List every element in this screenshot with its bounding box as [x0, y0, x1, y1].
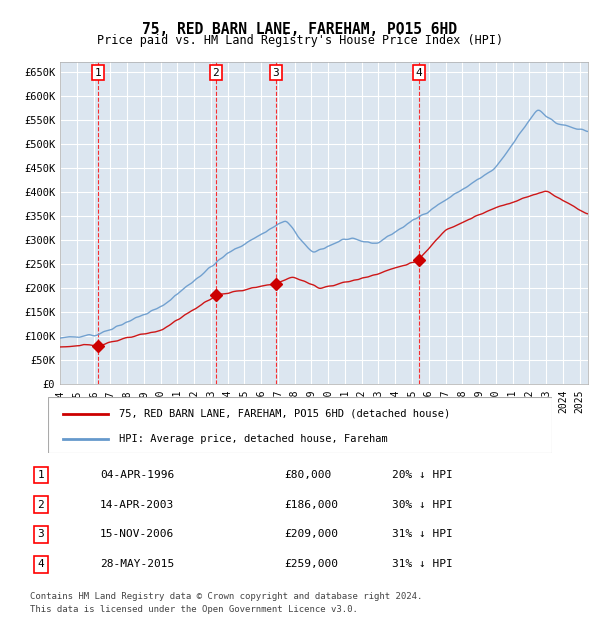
Text: 31% ↓ HPI: 31% ↓ HPI [392, 559, 452, 569]
Text: 3: 3 [272, 68, 279, 78]
Text: 2: 2 [212, 68, 219, 78]
Text: £80,000: £80,000 [284, 470, 331, 480]
Text: 2: 2 [37, 500, 44, 510]
Text: 4: 4 [415, 68, 422, 78]
Text: 75, RED BARN LANE, FAREHAM, PO15 6HD: 75, RED BARN LANE, FAREHAM, PO15 6HD [143, 22, 458, 37]
Text: 14-APR-2003: 14-APR-2003 [100, 500, 175, 510]
FancyBboxPatch shape [48, 397, 552, 453]
Text: 15-NOV-2006: 15-NOV-2006 [100, 529, 175, 539]
Text: This data is licensed under the Open Government Licence v3.0.: This data is licensed under the Open Gov… [30, 604, 358, 614]
Text: £259,000: £259,000 [284, 559, 338, 569]
Text: 4: 4 [37, 559, 44, 569]
Text: 1: 1 [37, 470, 44, 480]
Text: Contains HM Land Registry data © Crown copyright and database right 2024.: Contains HM Land Registry data © Crown c… [30, 592, 422, 601]
Text: 20% ↓ HPI: 20% ↓ HPI [392, 470, 452, 480]
Text: Price paid vs. HM Land Registry's House Price Index (HPI): Price paid vs. HM Land Registry's House … [97, 34, 503, 47]
Text: 3: 3 [37, 529, 44, 539]
Text: 75, RED BARN LANE, FAREHAM, PO15 6HD (detached house): 75, RED BARN LANE, FAREHAM, PO15 6HD (de… [119, 409, 450, 419]
Text: 30% ↓ HPI: 30% ↓ HPI [392, 500, 452, 510]
Text: HPI: Average price, detached house, Fareham: HPI: Average price, detached house, Fare… [119, 433, 388, 444]
Text: £209,000: £209,000 [284, 529, 338, 539]
Text: 04-APR-1996: 04-APR-1996 [100, 470, 175, 480]
Text: 31% ↓ HPI: 31% ↓ HPI [392, 529, 452, 539]
Text: 28-MAY-2015: 28-MAY-2015 [100, 559, 175, 569]
Text: £186,000: £186,000 [284, 500, 338, 510]
Text: 1: 1 [95, 68, 101, 78]
